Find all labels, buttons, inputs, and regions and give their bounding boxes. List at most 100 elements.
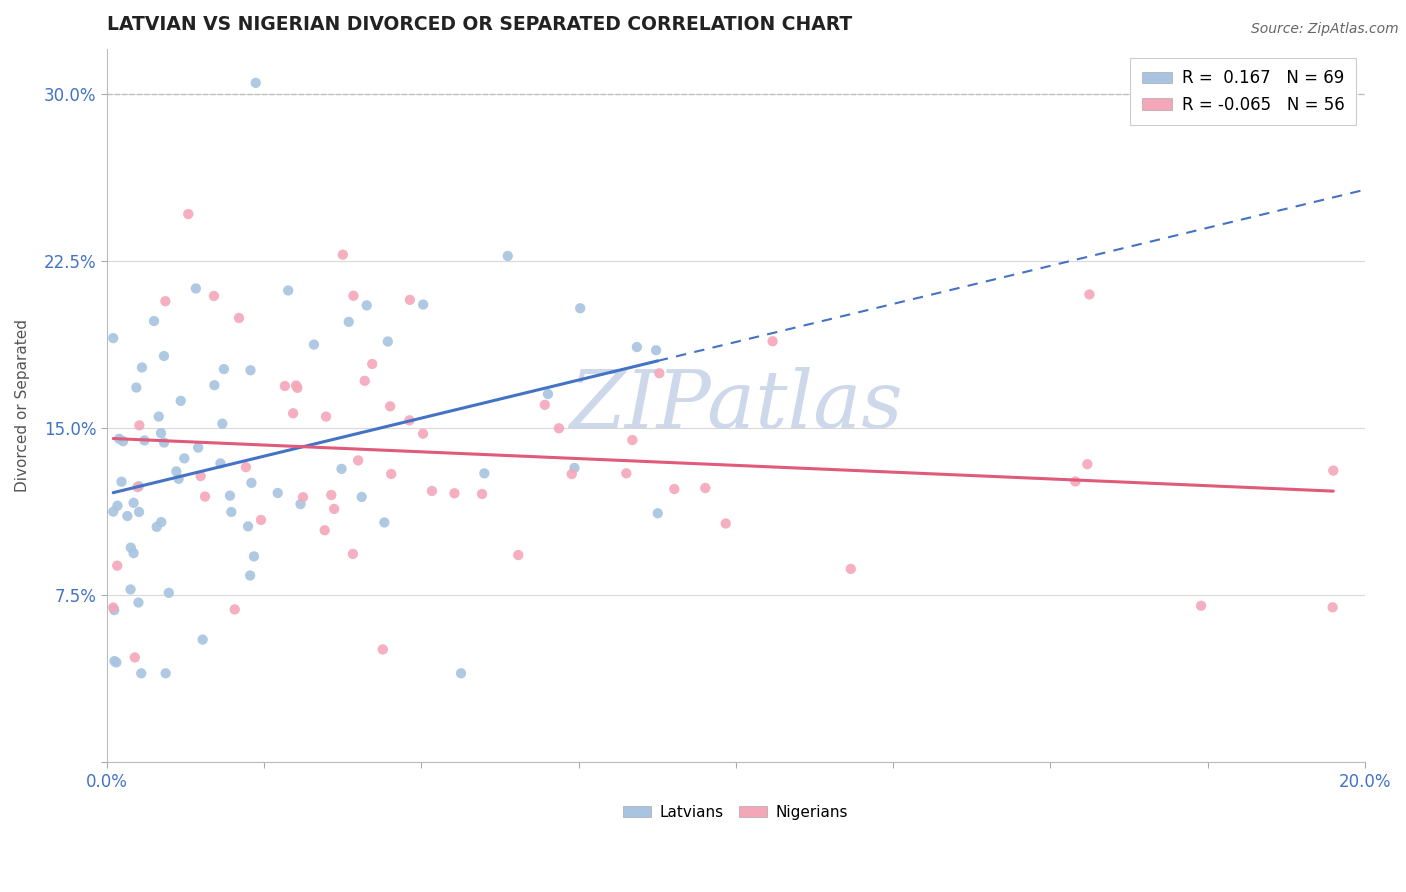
- Point: [120, 582, 142, 597]
- Point: [443, 486, 465, 500]
- Point: [398, 413, 420, 427]
- Point: [239, 568, 262, 582]
- Point: [187, 441, 209, 455]
- Point: [350, 490, 373, 504]
- Point: [240, 475, 263, 490]
- Point: [290, 497, 312, 511]
- Point: [211, 417, 233, 431]
- Point: [648, 366, 671, 380]
- Point: [626, 340, 648, 354]
- Point: [120, 541, 142, 555]
- Point: [105, 558, 128, 573]
- Point: [347, 453, 370, 467]
- Point: [112, 434, 135, 449]
- Point: [337, 315, 360, 329]
- Point: [194, 490, 217, 504]
- Point: [302, 337, 325, 351]
- Point: [373, 516, 395, 530]
- Point: [1189, 599, 1212, 613]
- Y-axis label: Divorced or Separated: Divorced or Separated: [15, 319, 30, 492]
- Point: [377, 334, 399, 349]
- Point: [537, 387, 560, 401]
- Point: [277, 284, 299, 298]
- Point: [496, 249, 519, 263]
- Point: [122, 496, 145, 510]
- Point: [212, 362, 235, 376]
- Point: [103, 654, 125, 668]
- Text: LATVIAN VS NIGERIAN DIVORCED OR SEPARATED CORRELATION CHART: LATVIAN VS NIGERIAN DIVORCED OR SEPARATE…: [107, 15, 852, 34]
- Point: [202, 378, 225, 392]
- Point: [356, 298, 378, 312]
- Point: [103, 603, 125, 617]
- Point: [124, 650, 146, 665]
- Point: [145, 520, 167, 534]
- Point: [122, 546, 145, 560]
- Point: [143, 314, 166, 328]
- Point: [103, 600, 125, 615]
- Point: [471, 487, 494, 501]
- Point: [267, 486, 290, 500]
- Point: [235, 460, 257, 475]
- Point: [177, 207, 200, 221]
- Point: [1076, 457, 1098, 471]
- Point: [412, 426, 434, 441]
- Text: ZIPatlas: ZIPatlas: [569, 368, 903, 445]
- Point: [190, 469, 212, 483]
- Point: [371, 642, 394, 657]
- Point: [281, 406, 304, 420]
- Point: [621, 433, 644, 447]
- Point: [1322, 464, 1344, 478]
- Point: [110, 475, 132, 489]
- Point: [243, 549, 266, 564]
- Point: [399, 293, 422, 307]
- Point: [321, 488, 343, 502]
- Point: [533, 398, 555, 412]
- Point: [173, 451, 195, 466]
- Point: [239, 363, 262, 377]
- Point: [127, 480, 149, 494]
- Point: [219, 489, 242, 503]
- Point: [314, 523, 336, 537]
- Point: [184, 281, 207, 295]
- Point: [412, 297, 434, 311]
- Point: [165, 464, 187, 478]
- Point: [274, 379, 297, 393]
- Point: [245, 76, 267, 90]
- Point: [155, 666, 177, 681]
- Point: [153, 435, 176, 450]
- Point: [150, 426, 173, 441]
- Point: [153, 349, 176, 363]
- Point: [472, 467, 495, 481]
- Point: [1064, 475, 1087, 489]
- Point: [323, 502, 346, 516]
- Point: [167, 472, 190, 486]
- Point: [561, 467, 583, 482]
- Point: [548, 421, 571, 435]
- Point: [128, 505, 150, 519]
- Point: [839, 562, 862, 576]
- Point: [361, 357, 384, 371]
- Point: [614, 467, 637, 481]
- Point: [155, 294, 177, 309]
- Point: [564, 461, 586, 475]
- Point: [128, 479, 150, 493]
- Point: [1322, 600, 1344, 615]
- Point: [569, 301, 592, 316]
- Point: [191, 632, 214, 647]
- Point: [202, 289, 225, 303]
- Legend: Latvians, Nigerians: Latvians, Nigerians: [617, 799, 855, 826]
- Point: [103, 505, 125, 519]
- Point: [645, 343, 668, 358]
- Point: [315, 409, 337, 424]
- Point: [695, 481, 717, 495]
- Point: [332, 248, 354, 262]
- Point: [236, 519, 259, 533]
- Point: [380, 399, 402, 413]
- Point: [342, 547, 364, 561]
- Point: [664, 482, 686, 496]
- Text: Source: ZipAtlas.com: Source: ZipAtlas.com: [1251, 22, 1399, 37]
- Point: [221, 505, 243, 519]
- Point: [129, 666, 152, 681]
- Point: [1078, 287, 1101, 301]
- Point: [330, 462, 353, 476]
